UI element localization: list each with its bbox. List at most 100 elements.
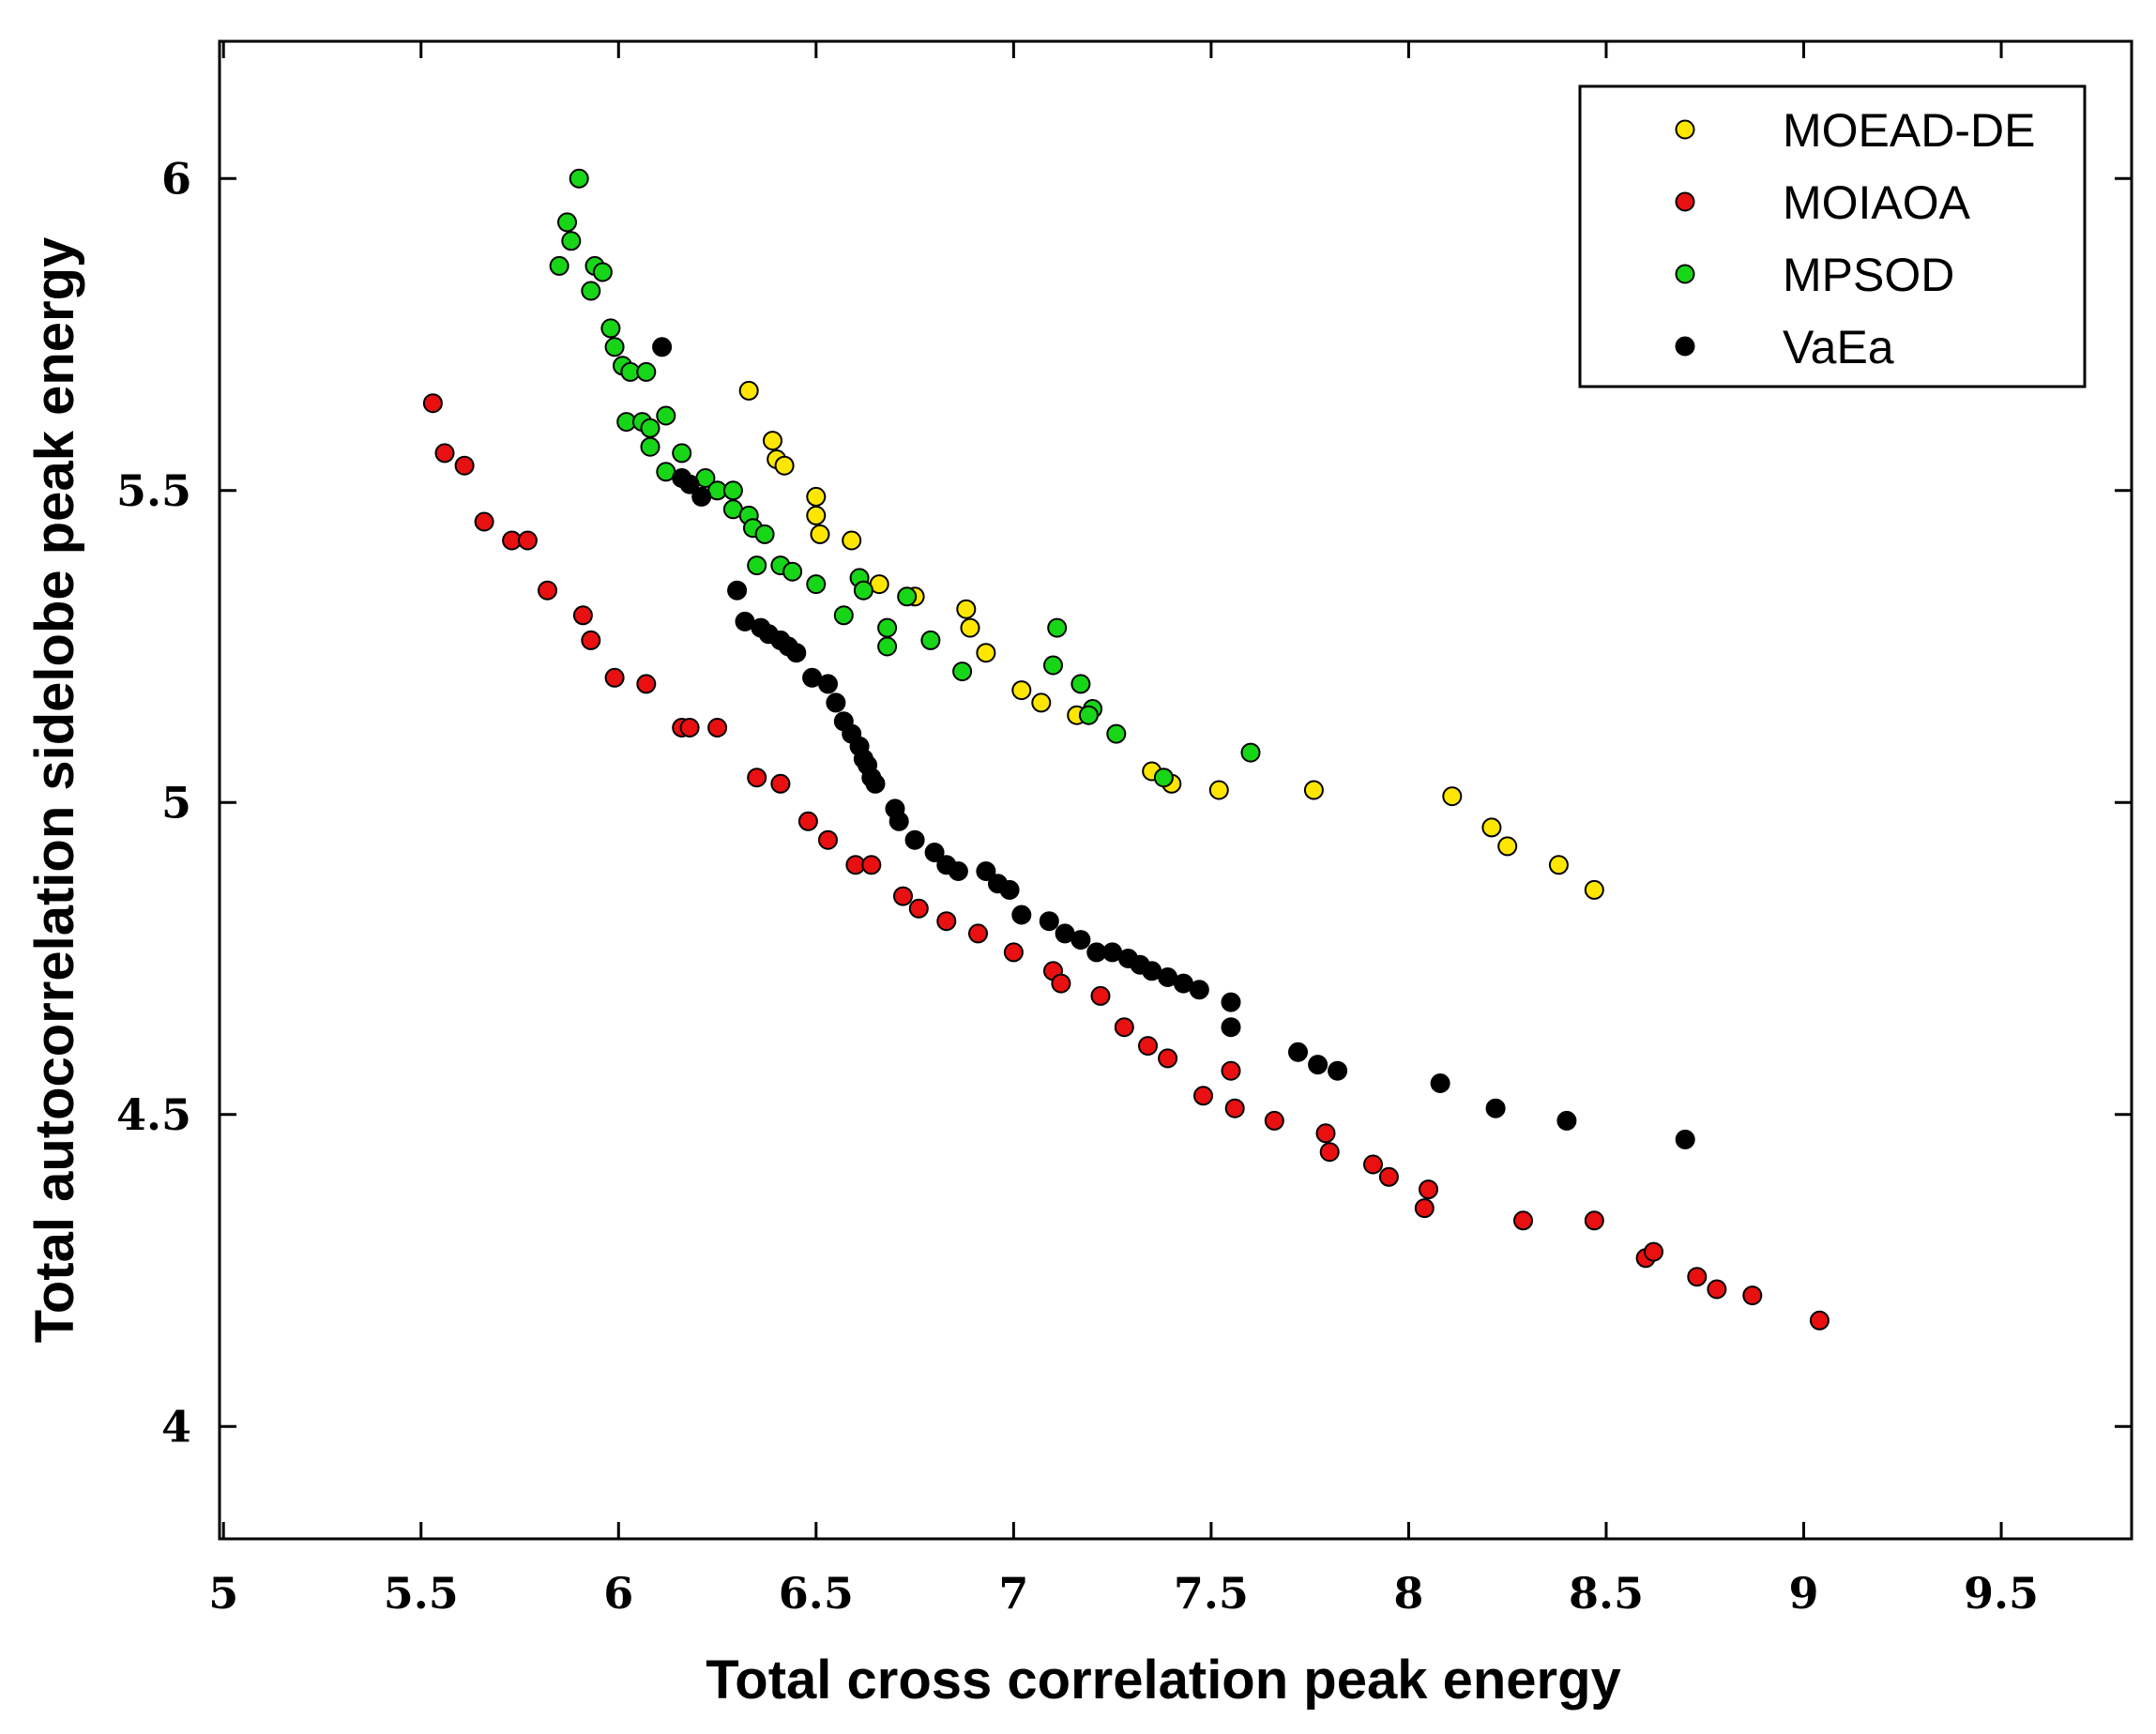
series-moiaoa xyxy=(422,393,1830,1331)
point-vaea xyxy=(786,643,807,663)
point-vaea xyxy=(1221,992,1241,1012)
point-moiaoa xyxy=(572,605,593,626)
point-mpsod xyxy=(1240,742,1261,763)
point-mpsod xyxy=(952,662,973,682)
point-mpsod xyxy=(1078,705,1099,725)
point-moiaoa xyxy=(1138,1036,1158,1057)
legend-marker-vaea xyxy=(1675,336,1695,357)
point-mpsod xyxy=(1106,723,1127,744)
x-tick-label: 9.5 xyxy=(1964,1568,2039,1619)
point-mpsod xyxy=(1047,617,1068,638)
x-tick-label: 9 xyxy=(1789,1568,1819,1619)
point-vaea xyxy=(1039,911,1059,932)
series-moead-de xyxy=(738,380,1604,900)
point-mpsod xyxy=(920,630,941,650)
point-vaea xyxy=(1288,1042,1308,1062)
legend-label-vaea: VaEa xyxy=(1783,321,1894,373)
legend-marker-moiaoa xyxy=(1675,191,1695,212)
point-moiaoa xyxy=(893,886,913,906)
point-moiaoa xyxy=(679,718,700,738)
point-vaea xyxy=(904,829,925,850)
legend-label-mpsod: MPSOD xyxy=(1783,249,1954,301)
point-moead-de xyxy=(1303,780,1324,800)
x-tick-label: 6 xyxy=(603,1568,633,1619)
legend-label-moiaoa: MOIAOA xyxy=(1783,176,1971,229)
point-moiaoa xyxy=(604,667,625,688)
y-axis-title: Total autocorrelation sidelobe peak ener… xyxy=(24,237,85,1344)
point-moiaoa xyxy=(517,530,538,551)
point-moiaoa xyxy=(1584,1210,1604,1231)
point-vaea xyxy=(1328,1060,1348,1081)
point-mpsod xyxy=(557,212,577,233)
point-moiaoa xyxy=(1221,1060,1241,1081)
point-mpsod xyxy=(581,281,601,301)
point-moead-de xyxy=(1442,786,1463,807)
point-moiaoa xyxy=(581,630,601,650)
point-moiaoa xyxy=(1419,1179,1438,1200)
point-mpsod xyxy=(782,561,803,582)
x-tick-labels: 5 5.5 6 6.5 7 7.5 8 8.5 9 9.5 xyxy=(208,1568,2039,1619)
point-moiaoa xyxy=(936,911,957,932)
point-vaea xyxy=(924,843,945,862)
point-moiaoa xyxy=(636,674,657,694)
point-moead-de xyxy=(842,530,862,551)
point-moiaoa xyxy=(1414,1198,1435,1219)
point-moiaoa xyxy=(1742,1285,1763,1306)
point-mpsod xyxy=(636,361,657,382)
point-mpsod xyxy=(722,480,743,501)
point-vaea xyxy=(1675,1129,1695,1149)
point-moiaoa xyxy=(474,511,494,532)
point-mpsod xyxy=(592,262,613,282)
point-moiaoa xyxy=(422,393,443,414)
point-mpsod xyxy=(877,636,898,657)
legend-label-moead-de: MOEAD-DE xyxy=(1783,104,2035,157)
point-moead-de xyxy=(976,643,996,663)
point-vaea xyxy=(652,337,673,357)
point-vaea xyxy=(691,486,712,507)
point-moead-de xyxy=(806,486,827,507)
point-vaea xyxy=(1189,980,1209,1000)
point-moiaoa xyxy=(1644,1241,1663,1262)
point-moead-de xyxy=(738,380,759,401)
point-mpsod xyxy=(1043,655,1063,676)
x-axis-title: Total cross correlation peak energy xyxy=(706,1650,1621,1711)
legend-items: MOEAD-DE MOIAOA MPSOD VaEa xyxy=(1675,104,2035,373)
point-moiaoa xyxy=(1809,1310,1830,1331)
point-mpsod xyxy=(897,586,918,607)
y-tick-label: 4.5 xyxy=(116,1089,191,1140)
point-mpsod xyxy=(672,443,692,464)
series-vaea xyxy=(652,337,1695,1149)
point-vaea xyxy=(1011,905,1032,925)
point-mpsod xyxy=(569,168,589,189)
x-tick-label: 7 xyxy=(998,1568,1028,1619)
point-moiaoa xyxy=(1003,942,1024,963)
point-mpsod xyxy=(1153,768,1174,788)
point-vaea xyxy=(826,692,846,713)
point-moead-de xyxy=(1497,836,1518,857)
point-moead-de xyxy=(810,524,830,544)
point-moead-de xyxy=(956,599,977,619)
point-moiaoa xyxy=(538,580,557,601)
x-tick-label: 6.5 xyxy=(779,1568,854,1619)
axis-ticks xyxy=(220,41,2132,1539)
series-mpsod xyxy=(549,168,1261,788)
point-moiaoa xyxy=(1378,1166,1399,1187)
point-moiaoa xyxy=(1158,1048,1178,1069)
point-vaea xyxy=(1070,930,1091,951)
point-vaea xyxy=(1556,1110,1577,1131)
point-vaea xyxy=(818,674,838,694)
point-mpsod xyxy=(853,580,873,601)
y-tick-label: 5 xyxy=(161,777,191,828)
point-moead-de xyxy=(806,505,827,525)
point-vaea xyxy=(1430,1073,1450,1093)
legend-marker-mpsod xyxy=(1675,264,1695,284)
point-moiaoa xyxy=(1315,1123,1336,1144)
point-vaea xyxy=(679,474,700,494)
point-moead-de xyxy=(763,431,782,451)
plot-area xyxy=(218,39,2133,1541)
point-mpsod xyxy=(640,436,660,457)
data-points xyxy=(422,168,1830,1331)
point-moiaoa xyxy=(818,829,838,850)
point-mpsod xyxy=(1070,674,1091,694)
